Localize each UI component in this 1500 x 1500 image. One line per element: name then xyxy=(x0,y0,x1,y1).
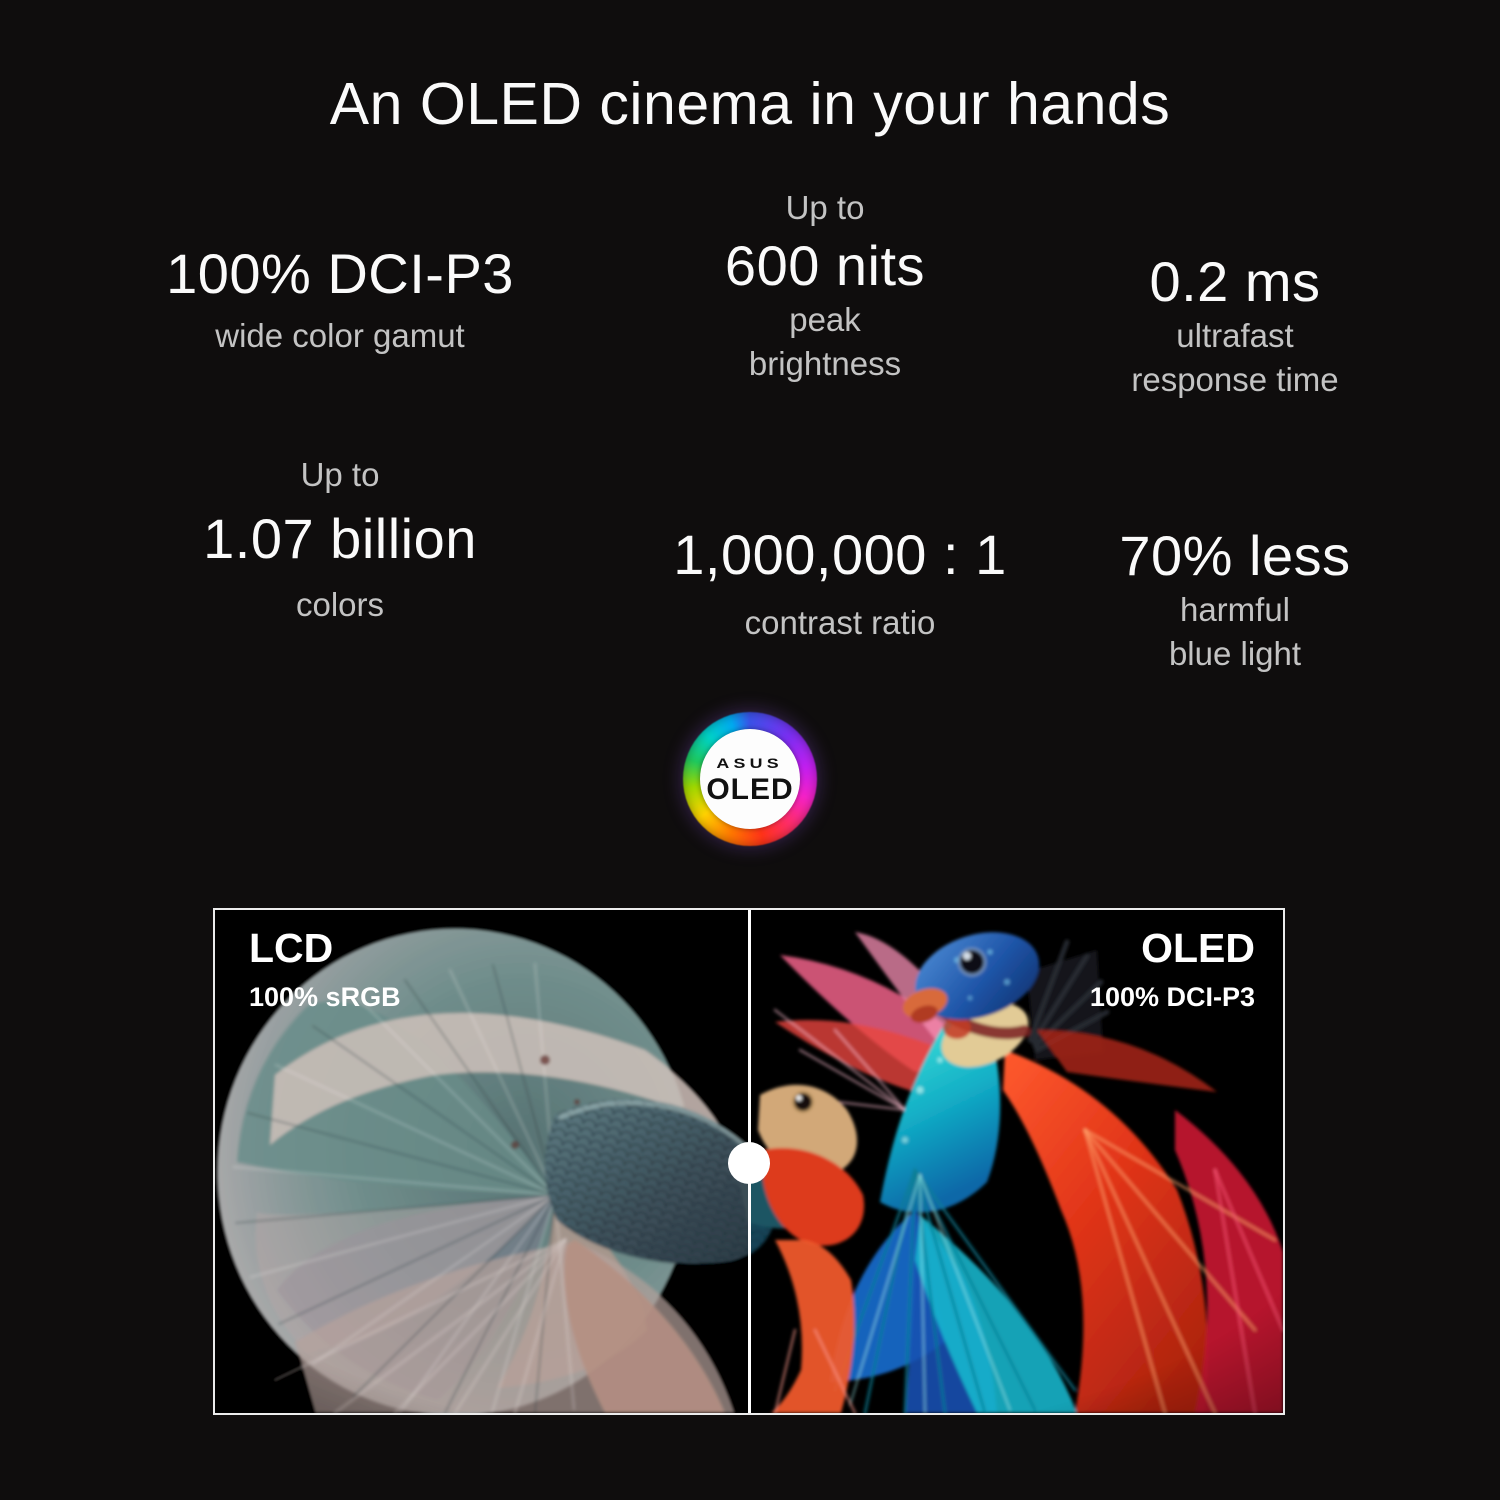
stat-value: 0.2 ms xyxy=(1149,250,1321,313)
stat-label: brightness xyxy=(748,345,902,382)
stat-label: peak xyxy=(789,301,861,338)
stat-label: response time xyxy=(1131,361,1339,398)
stat-label: wide color gamut xyxy=(215,317,465,354)
oled-title: OLED xyxy=(1141,925,1255,971)
stat-prefix: Up to xyxy=(300,456,380,493)
stat-prefix: Up to xyxy=(785,189,865,226)
stat-label: blue light xyxy=(1168,635,1302,672)
stat-label: colors xyxy=(295,586,385,623)
lcd-subtitle: 100% sRGB xyxy=(249,982,401,1012)
stat-label: harmful xyxy=(1179,591,1291,628)
stat-contrast-ratio: 1,000,000 : 1 contrast ratio xyxy=(600,523,1080,645)
stat-value: 600 nits xyxy=(724,234,926,297)
lcd-label: LCD 100% sRGB xyxy=(249,924,401,1014)
logo-badge: ASUS OLED xyxy=(700,729,800,829)
oled-subtitle: 100% DCI-P3 xyxy=(1089,982,1255,1012)
stat-response-time: 0.2 ms ultrafast response time xyxy=(1010,250,1460,402)
stat-value: 1.07 billion xyxy=(203,507,477,570)
lcd-vs-oled-comparison-image: LCD 100% sRGB OLED 100% DCI-P3 xyxy=(213,908,1285,1415)
stat-value: 1,000,000 : 1 xyxy=(673,523,1007,586)
stat-label: contrast ratio xyxy=(744,604,936,641)
stat-colors: Up to 1.07 billion colors xyxy=(75,453,605,627)
asus-brand-text: ASUS xyxy=(716,755,784,771)
oled-label: OLED 100% DCI-P3 xyxy=(1090,924,1255,1014)
stat-color-gamut: 100% DCI-P3 wide color gamut xyxy=(75,242,605,358)
page-title: An OLED cinema in your hands xyxy=(329,71,1171,137)
stat-peak-brightness: Up to 600 nits peak brightness xyxy=(600,186,1050,386)
stat-label: ultrafast xyxy=(1176,317,1294,354)
stat-blue-light: 70% less harmful blue light xyxy=(1010,524,1460,676)
lcd-title: LCD xyxy=(249,925,334,971)
stat-value: 70% less xyxy=(1119,524,1351,587)
stat-value: 100% DCI-P3 xyxy=(166,242,514,305)
comparison-slider-handle[interactable] xyxy=(728,1142,770,1184)
asus-oled-logo: ASUS OLED xyxy=(683,712,817,846)
oled-product-text: OLED xyxy=(706,772,794,806)
